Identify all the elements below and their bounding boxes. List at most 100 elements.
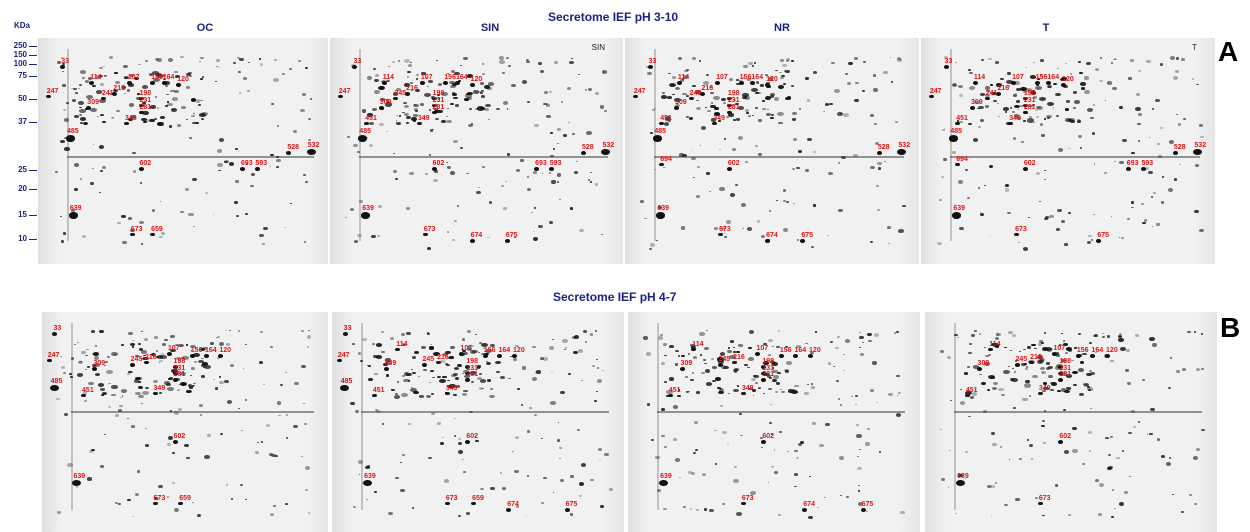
- protein-spot: [729, 340, 734, 343]
- protein-spot: [423, 93, 431, 98]
- labeled-protein-spot: [86, 106, 92, 110]
- protein-spot: [451, 92, 457, 96]
- protein-spot: [889, 56, 892, 58]
- protein-spot: [156, 58, 163, 63]
- protein-spot: [1110, 61, 1114, 64]
- protein-spot: [298, 60, 302, 63]
- protein-spot: [148, 72, 154, 76]
- protein-spot: [207, 434, 211, 437]
- protein-spot: [457, 442, 462, 446]
- protein-spot: [534, 207, 537, 209]
- protein-spot: [1081, 462, 1086, 466]
- protein-spot: [685, 95, 690, 98]
- protein-spot: [888, 392, 894, 397]
- protein-spot: [1032, 103, 1036, 107]
- protein-spot: [74, 114, 80, 118]
- protein-spot: [763, 342, 767, 346]
- protein-spot: [870, 114, 874, 117]
- labeled-protein-spot: [1058, 440, 1064, 444]
- protein-spot: [180, 56, 184, 59]
- protein-spot: [654, 108, 656, 110]
- spot-label: 673: [130, 225, 143, 233]
- protein-spot: [387, 511, 393, 516]
- protein-spot: [138, 63, 141, 66]
- protein-spot: [496, 107, 500, 110]
- mw-marker-label: 20: [18, 184, 27, 193]
- protein-spot: [201, 75, 205, 78]
- protein-spot: [805, 77, 809, 80]
- protein-spot: [419, 103, 425, 107]
- protein-spot: [284, 503, 288, 506]
- protein-spot: [682, 75, 689, 80]
- protein-spot: [1011, 334, 1017, 338]
- protein-spot: [689, 378, 695, 382]
- protein-spot: [428, 381, 432, 384]
- labeled-protein-spot: [129, 232, 135, 237]
- protein-spot: [461, 372, 464, 374]
- protein-spot: [1120, 236, 1125, 240]
- protein-spot: [160, 116, 165, 119]
- spot-label: 107: [1053, 345, 1066, 352]
- protein-spot: [1030, 458, 1034, 460]
- protein-spot: [257, 441, 260, 444]
- protein-spot: [647, 403, 651, 406]
- protein-spot: [1102, 332, 1105, 334]
- protein-spot: [304, 466, 311, 470]
- protein-spot: [237, 150, 240, 152]
- protein-spot: [514, 435, 519, 439]
- protein-spot: [133, 378, 139, 383]
- protein-spot: [597, 447, 602, 451]
- protein-spot: [175, 343, 179, 346]
- protein-spot: [220, 432, 223, 435]
- protein-spot: [667, 72, 671, 75]
- labeled-protein-spot: [740, 391, 746, 396]
- protein-spot: [489, 388, 494, 391]
- protein-spot: [395, 120, 398, 122]
- protein-spot: [662, 166, 666, 169]
- protein-spot: [718, 387, 724, 391]
- protein-spot: [136, 470, 141, 473]
- protein-spot: [284, 226, 287, 229]
- labeled-protein-spot: [506, 508, 512, 512]
- spot-label: 107: [756, 345, 769, 352]
- labeled-protein-spot: [436, 360, 442, 365]
- protein-spot: [401, 374, 405, 377]
- protein-spot: [282, 73, 285, 76]
- protein-spot: [109, 93, 111, 95]
- protein-spot: [1015, 359, 1019, 361]
- protein-spot: [1186, 330, 1191, 334]
- protein-spot: [78, 360, 82, 363]
- labeled-protein-spot: [800, 239, 806, 243]
- protein-spot: [674, 98, 682, 103]
- protein-spot: [437, 98, 441, 100]
- protein-spot: [380, 97, 386, 101]
- protein-spot: [269, 153, 274, 157]
- protein-spot: [774, 390, 778, 393]
- protein-spot: [537, 61, 543, 66]
- protein-spot: [145, 387, 149, 390]
- protein-spot: [181, 356, 185, 359]
- protein-spot: [701, 126, 707, 130]
- protein-spot: [676, 102, 679, 104]
- protein-spot: [983, 184, 986, 187]
- protein-spot: [347, 136, 350, 138]
- protein-spot: [104, 364, 106, 367]
- protein-spot: [1033, 343, 1037, 346]
- protein-spot: [440, 92, 448, 97]
- protein-spot: [409, 387, 417, 392]
- protein-spot: [74, 344, 77, 346]
- protein-spot: [1092, 103, 1095, 106]
- protein-spot: [705, 106, 708, 108]
- protein-spot: [513, 469, 519, 474]
- protein-spot: [1181, 510, 1185, 513]
- spot-label: 107: [127, 74, 140, 82]
- spot-label: 198: [762, 358, 774, 366]
- protein-spot: [738, 344, 743, 347]
- protein-spot: [177, 407, 182, 411]
- protein-spot: [648, 247, 653, 251]
- protein-spot: [972, 138, 979, 143]
- protein-spot: [82, 391, 88, 395]
- protein-spot: [484, 348, 492, 353]
- gel-streak: [70, 323, 73, 510]
- protein-spot: [96, 374, 99, 376]
